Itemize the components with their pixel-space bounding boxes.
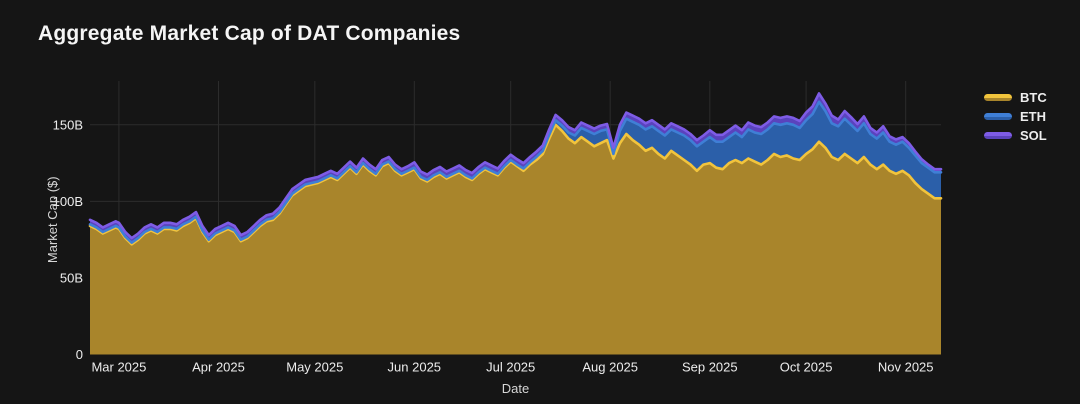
legend-item-btc[interactable]: BTC bbox=[984, 91, 1047, 104]
chart-title: Aggregate Market Cap of DAT Companies bbox=[38, 22, 461, 45]
x-tick-label: Nov 2025 bbox=[878, 360, 934, 375]
y-axis-title: Market Cap ($) bbox=[45, 176, 60, 263]
x-axis-title: Date bbox=[502, 381, 529, 396]
x-tick-label: Sep 2025 bbox=[682, 360, 738, 375]
line-eth bbox=[88, 100, 943, 244]
legend-label-btc: BTC bbox=[1020, 90, 1047, 105]
line-sol bbox=[88, 92, 943, 240]
y-tick-label: 100B bbox=[53, 194, 83, 209]
y-tick-label: 50B bbox=[60, 270, 83, 285]
x-tick-label: Apr 2025 bbox=[192, 360, 245, 375]
x-tick-label: Mar 2025 bbox=[91, 360, 146, 375]
x-tick-label: Aug 2025 bbox=[582, 360, 638, 375]
legend-swatch-btc bbox=[984, 94, 1012, 101]
x-tick-label: Oct 2025 bbox=[780, 360, 833, 375]
area-btc bbox=[90, 124, 941, 355]
legend-item-eth[interactable]: ETH bbox=[984, 110, 1047, 123]
x-tick-label: Jun 2025 bbox=[388, 360, 442, 375]
x-tick-label: May 2025 bbox=[286, 360, 343, 375]
legend-label-eth: ETH bbox=[1020, 109, 1046, 124]
legend-item-sol[interactable]: SOL bbox=[984, 129, 1047, 142]
legend-swatch-sol bbox=[984, 132, 1012, 139]
y-tick-label: 0 bbox=[76, 347, 83, 362]
legend-swatch-eth bbox=[984, 113, 1012, 120]
legend-label-sol: SOL bbox=[1020, 128, 1047, 143]
x-tick-label: Jul 2025 bbox=[486, 360, 535, 375]
y-tick-label: 150B bbox=[53, 117, 83, 132]
legend: BTC ETH SOL bbox=[984, 91, 1047, 142]
